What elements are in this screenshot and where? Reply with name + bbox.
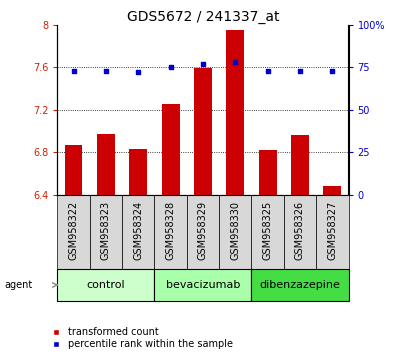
Point <box>328 68 335 74</box>
Text: dibenzazepine: dibenzazepine <box>259 280 339 290</box>
Point <box>199 61 206 67</box>
Bar <box>57 269 154 301</box>
Bar <box>283 195 315 269</box>
Bar <box>258 150 276 195</box>
Text: GSM958324: GSM958324 <box>133 201 143 260</box>
Point <box>102 68 109 74</box>
Bar <box>218 195 251 269</box>
Bar <box>315 195 348 269</box>
Text: GSM958325: GSM958325 <box>262 201 272 260</box>
Bar <box>251 195 283 269</box>
Point <box>135 69 141 75</box>
Bar <box>122 195 154 269</box>
Title: GDS5672 / 241337_at: GDS5672 / 241337_at <box>126 10 279 24</box>
Text: control: control <box>86 280 125 290</box>
Point <box>296 68 303 74</box>
Bar <box>193 68 211 195</box>
Point <box>231 59 238 65</box>
Text: GSM958329: GSM958329 <box>198 201 207 260</box>
Bar <box>57 195 90 269</box>
Bar <box>187 195 218 269</box>
Bar <box>65 145 82 195</box>
Text: agent: agent <box>4 280 32 290</box>
Text: GSM958323: GSM958323 <box>101 201 111 260</box>
Bar <box>290 135 308 195</box>
Point <box>167 64 173 70</box>
Text: GSM958322: GSM958322 <box>68 201 79 260</box>
Bar <box>154 269 251 301</box>
Text: GSM958327: GSM958327 <box>326 201 337 260</box>
Text: GSM958326: GSM958326 <box>294 201 304 260</box>
Bar <box>129 149 147 195</box>
Bar <box>154 195 187 269</box>
Text: GSM958330: GSM958330 <box>230 201 240 259</box>
Point <box>264 68 270 74</box>
Legend: transformed count, percentile rank within the sample: transformed count, percentile rank withi… <box>46 327 233 349</box>
Bar <box>251 269 348 301</box>
Bar <box>97 134 115 195</box>
Bar <box>90 195 122 269</box>
Bar <box>161 104 179 195</box>
Text: bevacizumab: bevacizumab <box>165 280 240 290</box>
Text: GSM958328: GSM958328 <box>165 201 175 260</box>
Bar <box>226 30 244 195</box>
Point <box>70 68 76 74</box>
Bar <box>323 186 340 195</box>
